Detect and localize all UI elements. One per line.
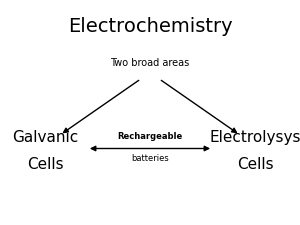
Text: Electrolysys: Electrolysys (209, 130, 300, 145)
Text: Cells: Cells (27, 157, 63, 172)
Text: batteries: batteries (131, 154, 169, 163)
Text: Two broad areas: Two broad areas (110, 58, 190, 68)
Text: Cells: Cells (237, 157, 273, 172)
Text: Galvanic: Galvanic (12, 130, 78, 145)
Text: Rechargeable: Rechargeable (117, 132, 183, 141)
Text: Electrochemistry: Electrochemistry (68, 18, 232, 36)
